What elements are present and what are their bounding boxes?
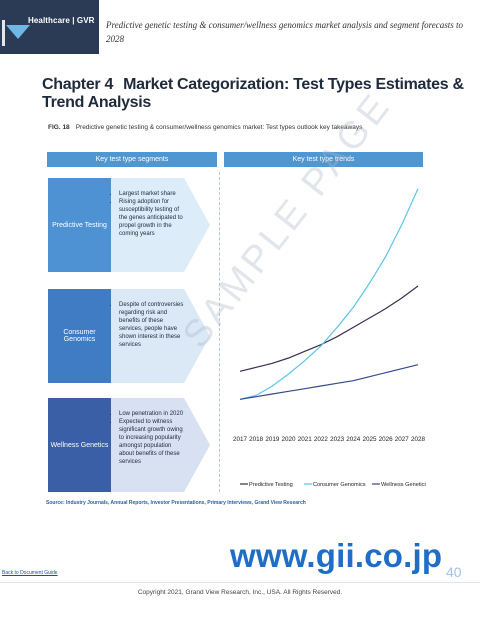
x-tick-label: 2017 xyxy=(233,436,248,443)
x-tick-label: 2024 xyxy=(346,436,361,443)
segment-box: Predictive Testing xyxy=(48,178,111,272)
page-number: 40 xyxy=(446,564,462,580)
x-tick-label: 2028 xyxy=(411,436,426,443)
x-tick-label: 2027 xyxy=(395,436,410,443)
chapter-heading: Chapter 4 Market Categorization: Test Typ… xyxy=(42,76,480,112)
segment-bullets: Low penetration in 2020Expected to witne… xyxy=(112,410,188,466)
x-tick-label: 2025 xyxy=(362,436,377,443)
legend-label: Wellness Genetics xyxy=(381,482,426,488)
x-tick-label: 2023 xyxy=(330,436,345,443)
copyright-text: Copyright 2021, Grand View Research, Inc… xyxy=(137,589,343,596)
legend-label: Predictive Testing xyxy=(249,482,293,488)
chevron-logo-icon xyxy=(6,25,30,39)
x-tick-label: 2021 xyxy=(298,436,313,443)
footer-rule xyxy=(0,582,480,583)
segment-arrow xyxy=(98,289,210,383)
x-tick-label: 2022 xyxy=(314,436,329,443)
segment-bullet: Despite of controversies regarding risk … xyxy=(119,301,188,349)
column-divider xyxy=(219,172,220,492)
segments-header: Key test type segments xyxy=(47,152,217,167)
segment-arrow-shape xyxy=(98,398,210,492)
figure-caption-text: Predictive genetic testing & consumer/we… xyxy=(75,124,363,131)
segment-bullet: Expected to witness significant growth o… xyxy=(119,418,188,466)
segment-bullets: Largest market shareRising adoption for … xyxy=(112,190,188,238)
segment-bullet: Largest market share xyxy=(119,190,188,198)
segment-bullet: Low penetration in 2020 xyxy=(119,410,188,418)
segment-arrow-shape xyxy=(98,289,210,383)
figure-label: FIG. 18 xyxy=(48,124,70,131)
series-line-consumer-genomics xyxy=(239,188,419,400)
trend-chart: 2017 2018 2019 2020 2021 2022 2023 2024 2025 2026… xyxy=(233,188,426,488)
figure-caption: FIG. 18 Predictive genetic testing & cons… xyxy=(48,124,362,131)
publisher-logo: Healthcare | GVR xyxy=(0,0,99,54)
source-note: Source: Industry Journals, Annual Report… xyxy=(46,500,306,506)
x-tick-label: 2018 xyxy=(249,436,264,443)
back-to-guide-link[interactable]: Back to Document Guide xyxy=(2,570,58,576)
series-line-wellness-genetics xyxy=(239,364,419,400)
gii-logo: www.gii.co.jp xyxy=(230,537,443,574)
segment-box: Wellness Genetics xyxy=(48,398,111,492)
chapter-title: Market Categorization: Test Types Estima… xyxy=(42,76,464,111)
legend-label: Consumer Genomics xyxy=(313,482,366,488)
segment-name: Wellness Genetics xyxy=(50,441,109,449)
x-tick-label: 2019 xyxy=(265,436,280,443)
chapter-number: Chapter 4 xyxy=(42,76,114,93)
segment-name: Consumer Genomics xyxy=(63,329,96,343)
segment-arrow-shape xyxy=(98,178,210,272)
brand-text: Healthcare | GVR xyxy=(28,16,95,25)
segment-arrow xyxy=(98,398,210,492)
segment-bullets: Despite of controversies regarding risk … xyxy=(112,301,188,349)
segment-box: Consumer Genomics xyxy=(48,289,111,383)
logo-bar xyxy=(2,20,5,46)
x-tick-label: 2020 xyxy=(282,436,297,443)
report-title: Predictive genetic testing & consumer/we… xyxy=(106,20,464,44)
x-tick-label: 2026 xyxy=(379,436,394,443)
trends-header: Key test type trends xyxy=(224,152,423,167)
series-line-predictive-testing xyxy=(239,285,419,372)
segment-bullet: Rising adoption for susceptibility testi… xyxy=(119,198,188,238)
segment-name: Predictive Testing xyxy=(52,221,107,229)
segment-arrow xyxy=(98,178,210,272)
